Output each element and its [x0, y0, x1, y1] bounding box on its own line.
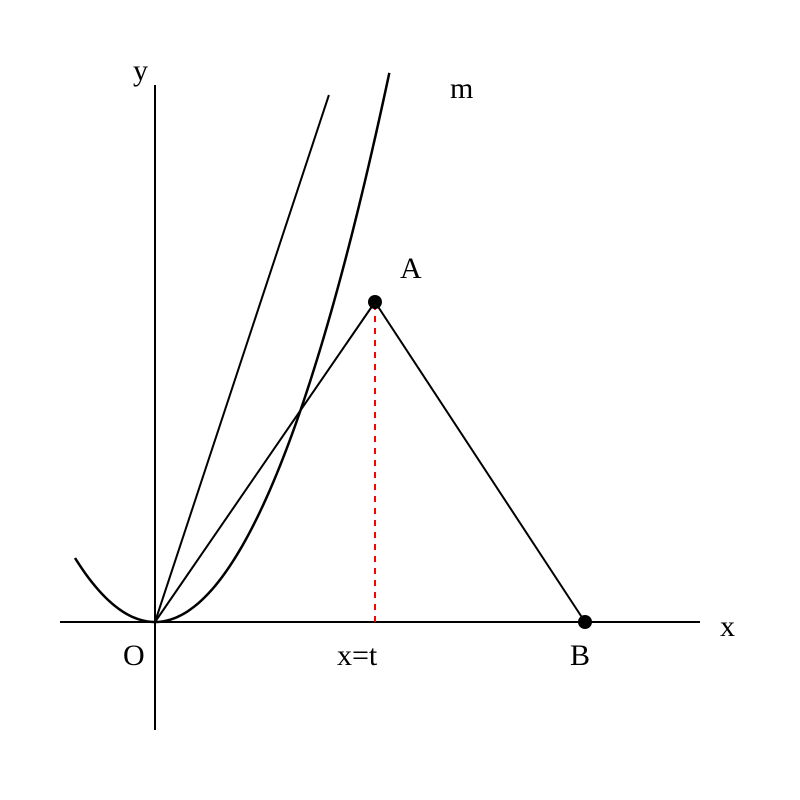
point-B: [578, 615, 592, 629]
origin-label: O: [123, 639, 145, 672]
point-A-label: A: [400, 252, 422, 285]
point-B-label: B: [570, 639, 590, 672]
chord-OA: [155, 302, 375, 622]
line-m-label: m: [450, 72, 473, 105]
x-axis-label: x: [720, 610, 735, 643]
line-m: [155, 95, 329, 622]
x-equals-t-label: x=t: [337, 639, 378, 672]
y-axis-label: y: [133, 54, 148, 87]
segment-AB: [375, 302, 585, 622]
parabola-curve: [75, 73, 389, 622]
point-A: [368, 295, 382, 309]
